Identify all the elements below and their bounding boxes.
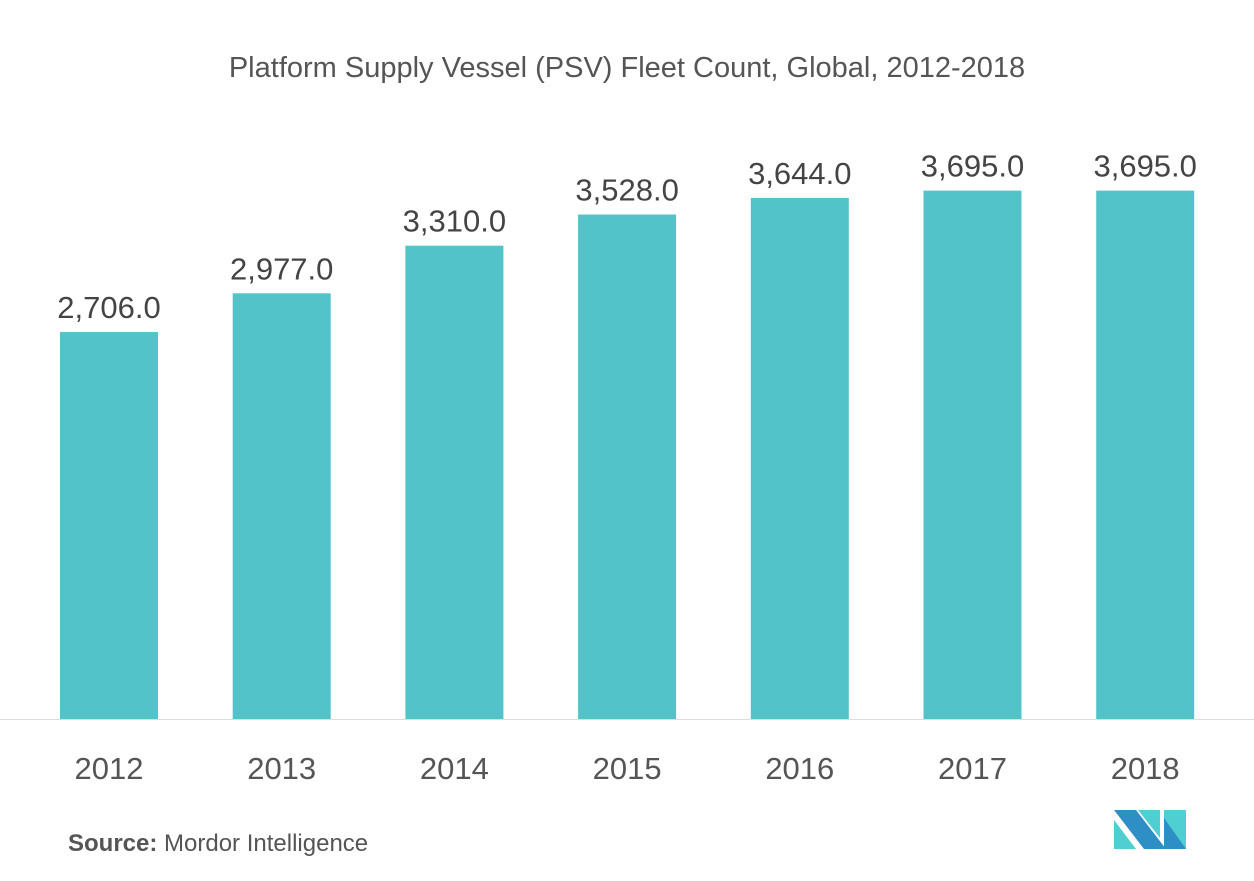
logo xyxy=(1114,810,1186,849)
x-tick-label: 2016 xyxy=(765,751,834,786)
bar-2015 xyxy=(578,214,677,719)
data-label: 3,310.0 xyxy=(403,204,506,239)
x-tick-label: 2015 xyxy=(593,751,662,786)
source-label: Source: xyxy=(68,830,158,857)
x-tick-label: 2013 xyxy=(247,751,316,786)
bar-2016 xyxy=(750,197,849,719)
data-label: 3,644.0 xyxy=(748,156,851,191)
bar-2017 xyxy=(923,190,1022,720)
data-label: 3,528.0 xyxy=(575,172,678,207)
data-label: 3,695.0 xyxy=(921,149,1024,184)
x-tick-label: 2014 xyxy=(420,751,489,786)
bar-2012 xyxy=(60,332,158,719)
x-tick-label: 2012 xyxy=(75,751,144,786)
source-note: Source: Mordor Intelligence xyxy=(68,830,368,858)
bar-2014 xyxy=(405,245,504,720)
chart-title: Platform Supply Vessel (PSV) Fleet Count… xyxy=(228,52,1026,84)
x-tick-label: 2018 xyxy=(1111,751,1180,786)
data-label: 2,977.0 xyxy=(230,251,333,286)
source-text: Mordor Intelligence xyxy=(164,830,369,857)
data-label: 3,695.0 xyxy=(1093,149,1196,184)
bar-2018 xyxy=(1096,190,1195,720)
x-tick-label: 2017 xyxy=(938,751,1007,786)
bar-2013 xyxy=(232,293,331,719)
data-label: 2,706.0 xyxy=(57,290,160,325)
